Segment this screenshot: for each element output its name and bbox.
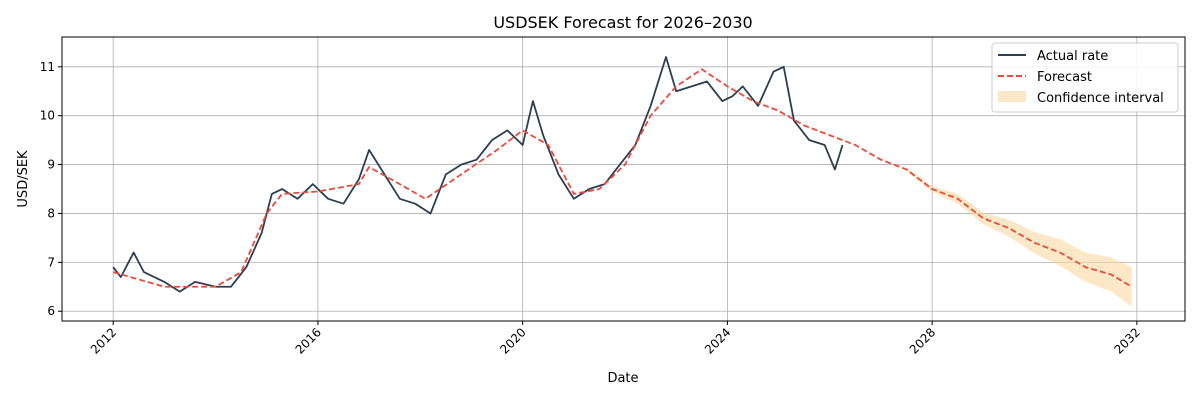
y-axis: 6 7 8 9 10 11 — [40, 60, 62, 318]
confidence-interval-band — [906, 168, 1132, 307]
y-tick-label: 8 — [47, 206, 55, 220]
legend-swatch-ci — [998, 91, 1026, 102]
x-tick-label: 2032 — [1112, 325, 1143, 356]
series-line-forecast — [112, 68, 1133, 288]
x-tick-label: 2024 — [702, 325, 733, 356]
x-tick-label: 2016 — [293, 325, 324, 356]
y-axis-label: USD/SEK — [16, 150, 31, 208]
series-line-actual — [112, 56, 844, 293]
x-tick-label: 2028 — [907, 325, 938, 356]
x-tick-label: 2020 — [497, 325, 528, 356]
y-tick-label: 11 — [40, 60, 55, 74]
legend-label-actual: Actual rate — [1037, 49, 1108, 64]
y-tick-label: 10 — [40, 109, 55, 123]
y-tick-label: 6 — [47, 304, 55, 318]
y-tick-label: 9 — [47, 158, 55, 172]
legend-label-ci: Confidence interval — [1037, 91, 1164, 106]
chart-title: USDSEK Forecast for 2026–2030 — [493, 13, 752, 32]
y-tick-label: 7 — [47, 255, 55, 269]
legend-box — [991, 42, 1179, 113]
plot-area — [112, 56, 1133, 307]
axes-frame — [61, 36, 1186, 322]
x-axis: 2012 2016 2020 2024 2028 2032 — [88, 321, 1143, 357]
x-tick-label: 2012 — [88, 325, 119, 356]
legend-label-forecast: Forecast — [1037, 70, 1092, 85]
x-axis-label: Date — [607, 371, 638, 386]
legend: Actual rate Forecast Confidence interval — [991, 42, 1179, 113]
